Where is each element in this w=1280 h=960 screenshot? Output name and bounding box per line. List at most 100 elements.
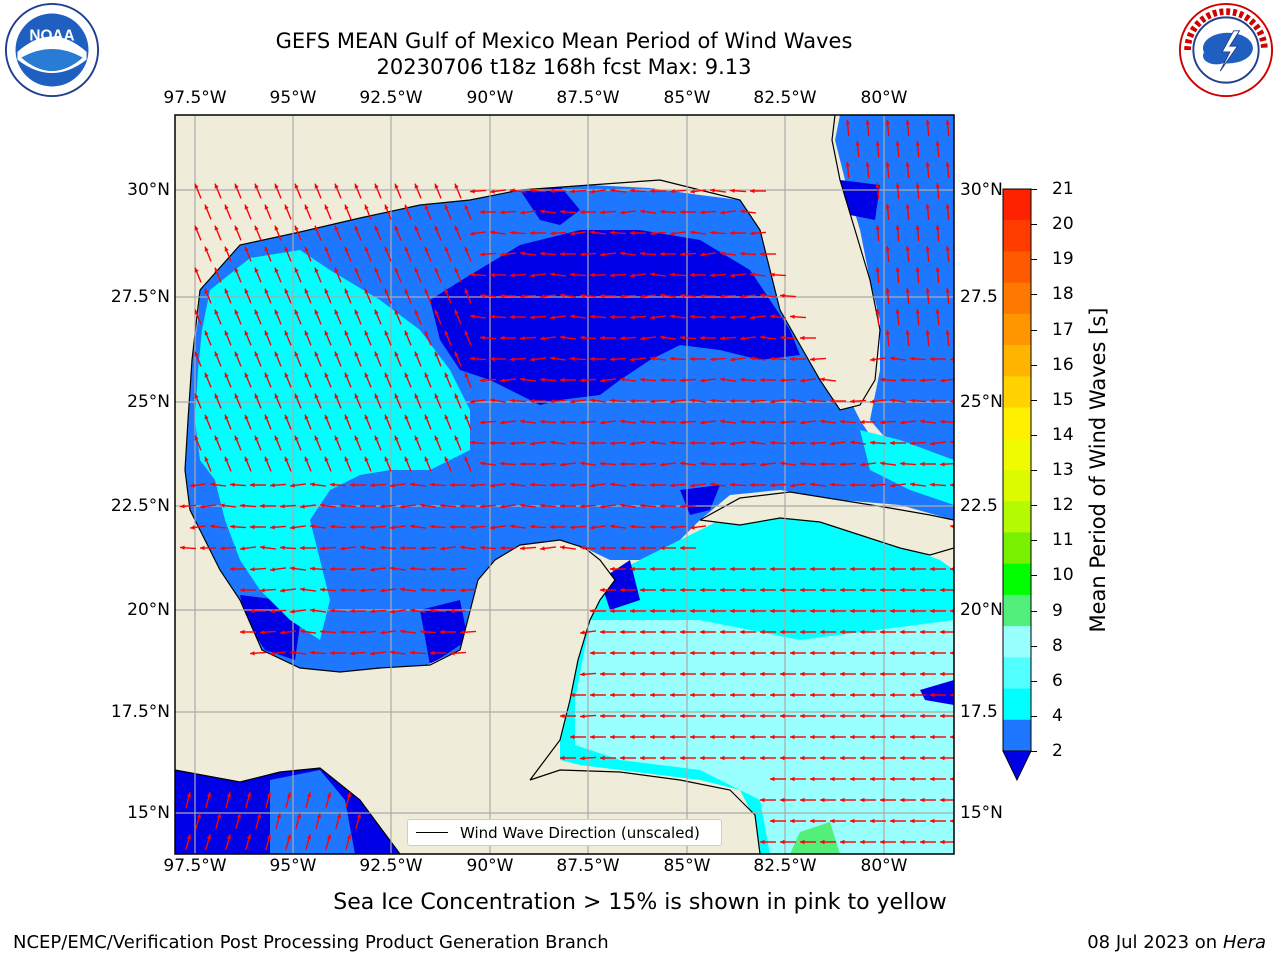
wind-arrow-head — [250, 608, 255, 614]
wind-arrow-head — [234, 393, 239, 399]
wind-arrow-head — [740, 629, 745, 635]
wind-arrow-head — [400, 587, 405, 592]
wind-arrow-head — [780, 420, 785, 425]
wind-arrow-head — [640, 294, 645, 299]
wind-arrow-head — [600, 545, 605, 551]
wind-arrow-head — [370, 567, 375, 572]
colorbar-band — [1003, 532, 1031, 565]
wind-arrow-head — [770, 818, 775, 824]
wind-arrow-head — [920, 839, 925, 845]
wind-arrow-head — [700, 252, 705, 257]
wind-arrow-head — [640, 336, 645, 341]
colorbar-band — [1003, 719, 1031, 752]
wind-arrow-head — [424, 414, 429, 420]
wind-arrow-head — [680, 461, 685, 466]
wind-arrow-head — [380, 504, 385, 509]
wind-arrow-head — [630, 692, 635, 698]
wind-arrow-head — [344, 246, 349, 252]
wind-arrow-head — [820, 797, 825, 803]
wind-arrow-head — [840, 755, 845, 761]
wind-arrow-head — [290, 525, 295, 530]
wind-arrow-head — [424, 330, 429, 336]
colorbar-tick-mark — [1031, 294, 1037, 296]
wind-arrow-head — [540, 419, 545, 424]
colorbar-tick: 16 — [1052, 354, 1074, 375]
wind-arrow-head — [194, 309, 199, 315]
wind-arrow-head — [610, 608, 615, 614]
wind-arrow-head — [430, 650, 435, 656]
wind-arrow-head — [244, 246, 249, 252]
wind-arrow-head — [790, 314, 795, 319]
wind-arrow-head — [500, 378, 505, 383]
wind-arrow-head — [346, 792, 351, 798]
colorbar-tick-mark — [1031, 505, 1037, 507]
wind-arrow-head — [610, 273, 615, 278]
wind-arrow-head — [560, 335, 565, 340]
wind-arrow-head — [214, 351, 219, 357]
wind-arrow-head — [550, 524, 555, 530]
wind-arrow-head — [640, 251, 645, 256]
wind-arrow-head — [880, 797, 885, 803]
wind-arrow-head — [770, 566, 775, 572]
wind-arrow-head — [660, 545, 665, 551]
footer-right: 08 Jul 2023 on Hera — [1087, 932, 1266, 953]
wind-arrow-head — [875, 309, 880, 314]
lon-tick-top: 85°W — [663, 88, 711, 108]
lat-tick-right: 25°N — [960, 392, 1003, 412]
wind-arrow-head — [895, 225, 900, 230]
wind-arrow-head — [430, 524, 435, 529]
wind-arrow-head — [880, 755, 885, 761]
lon-tick-top: 90°W — [466, 88, 514, 108]
wind-arrow-head — [680, 378, 685, 383]
wind-arrow-head — [264, 414, 269, 420]
wind-arrow-head — [480, 335, 485, 340]
wind-arrow-head — [610, 566, 615, 572]
wind-arrow-head — [234, 309, 239, 315]
wind-arrow-head — [930, 818, 935, 824]
wind-arrow-head — [680, 252, 685, 257]
wind-arrow-head — [444, 414, 449, 420]
wind-arrow-head — [860, 797, 865, 803]
wind-arrow-head — [905, 162, 910, 167]
wind-arrow-head — [434, 351, 439, 357]
wind-arrow-head — [194, 351, 199, 357]
wind-arrow-head — [700, 461, 705, 466]
wind-arrow-head — [190, 483, 195, 488]
wind-arrow-head — [306, 792, 311, 798]
lon-tick-top: 87.5°W — [556, 88, 620, 108]
wind-arrow-head — [520, 294, 525, 299]
wind-arrow-head — [304, 288, 309, 294]
wind-arrow-head — [610, 734, 615, 740]
wind-arrow-head — [330, 566, 335, 572]
wind-arrow-head — [390, 650, 395, 655]
wind-arrow-head — [940, 587, 945, 593]
wind-arrow-head — [334, 267, 339, 273]
wind-arrow-head — [600, 629, 605, 635]
wind-arrow-head — [720, 377, 725, 382]
wind-arrow-head — [354, 225, 359, 231]
wind-arrow-head — [875, 141, 880, 146]
colorbar-tick: 13 — [1052, 460, 1074, 480]
wind-arrow-head — [770, 483, 775, 488]
wind-arrow-head — [710, 692, 715, 698]
wind-arrow-head — [294, 309, 299, 315]
wind-arrow-head — [464, 246, 469, 252]
wind-arrow-head — [950, 567, 954, 571]
wind-arrow-head — [810, 357, 815, 362]
wind-arrow-head — [660, 587, 665, 593]
wind-arrow-head — [680, 755, 685, 761]
wind-arrow-head — [414, 309, 419, 315]
wind-arrow-head — [294, 225, 299, 231]
wind-arrow-head — [790, 818, 795, 824]
wind-arrow-head — [940, 629, 945, 635]
wind-arrow-head — [284, 246, 289, 252]
wind-arrow-head — [194, 267, 199, 273]
wind-arrow-head — [430, 608, 435, 613]
wind-arrow-head — [600, 293, 605, 299]
wind-arrow-head — [590, 608, 595, 614]
wind-arrow-head — [720, 210, 725, 215]
wind-arrow-head — [460, 503, 465, 509]
wind-arrow-head — [620, 671, 625, 677]
wind-arrow-head — [860, 755, 865, 761]
colorbar-band — [1003, 220, 1031, 252]
